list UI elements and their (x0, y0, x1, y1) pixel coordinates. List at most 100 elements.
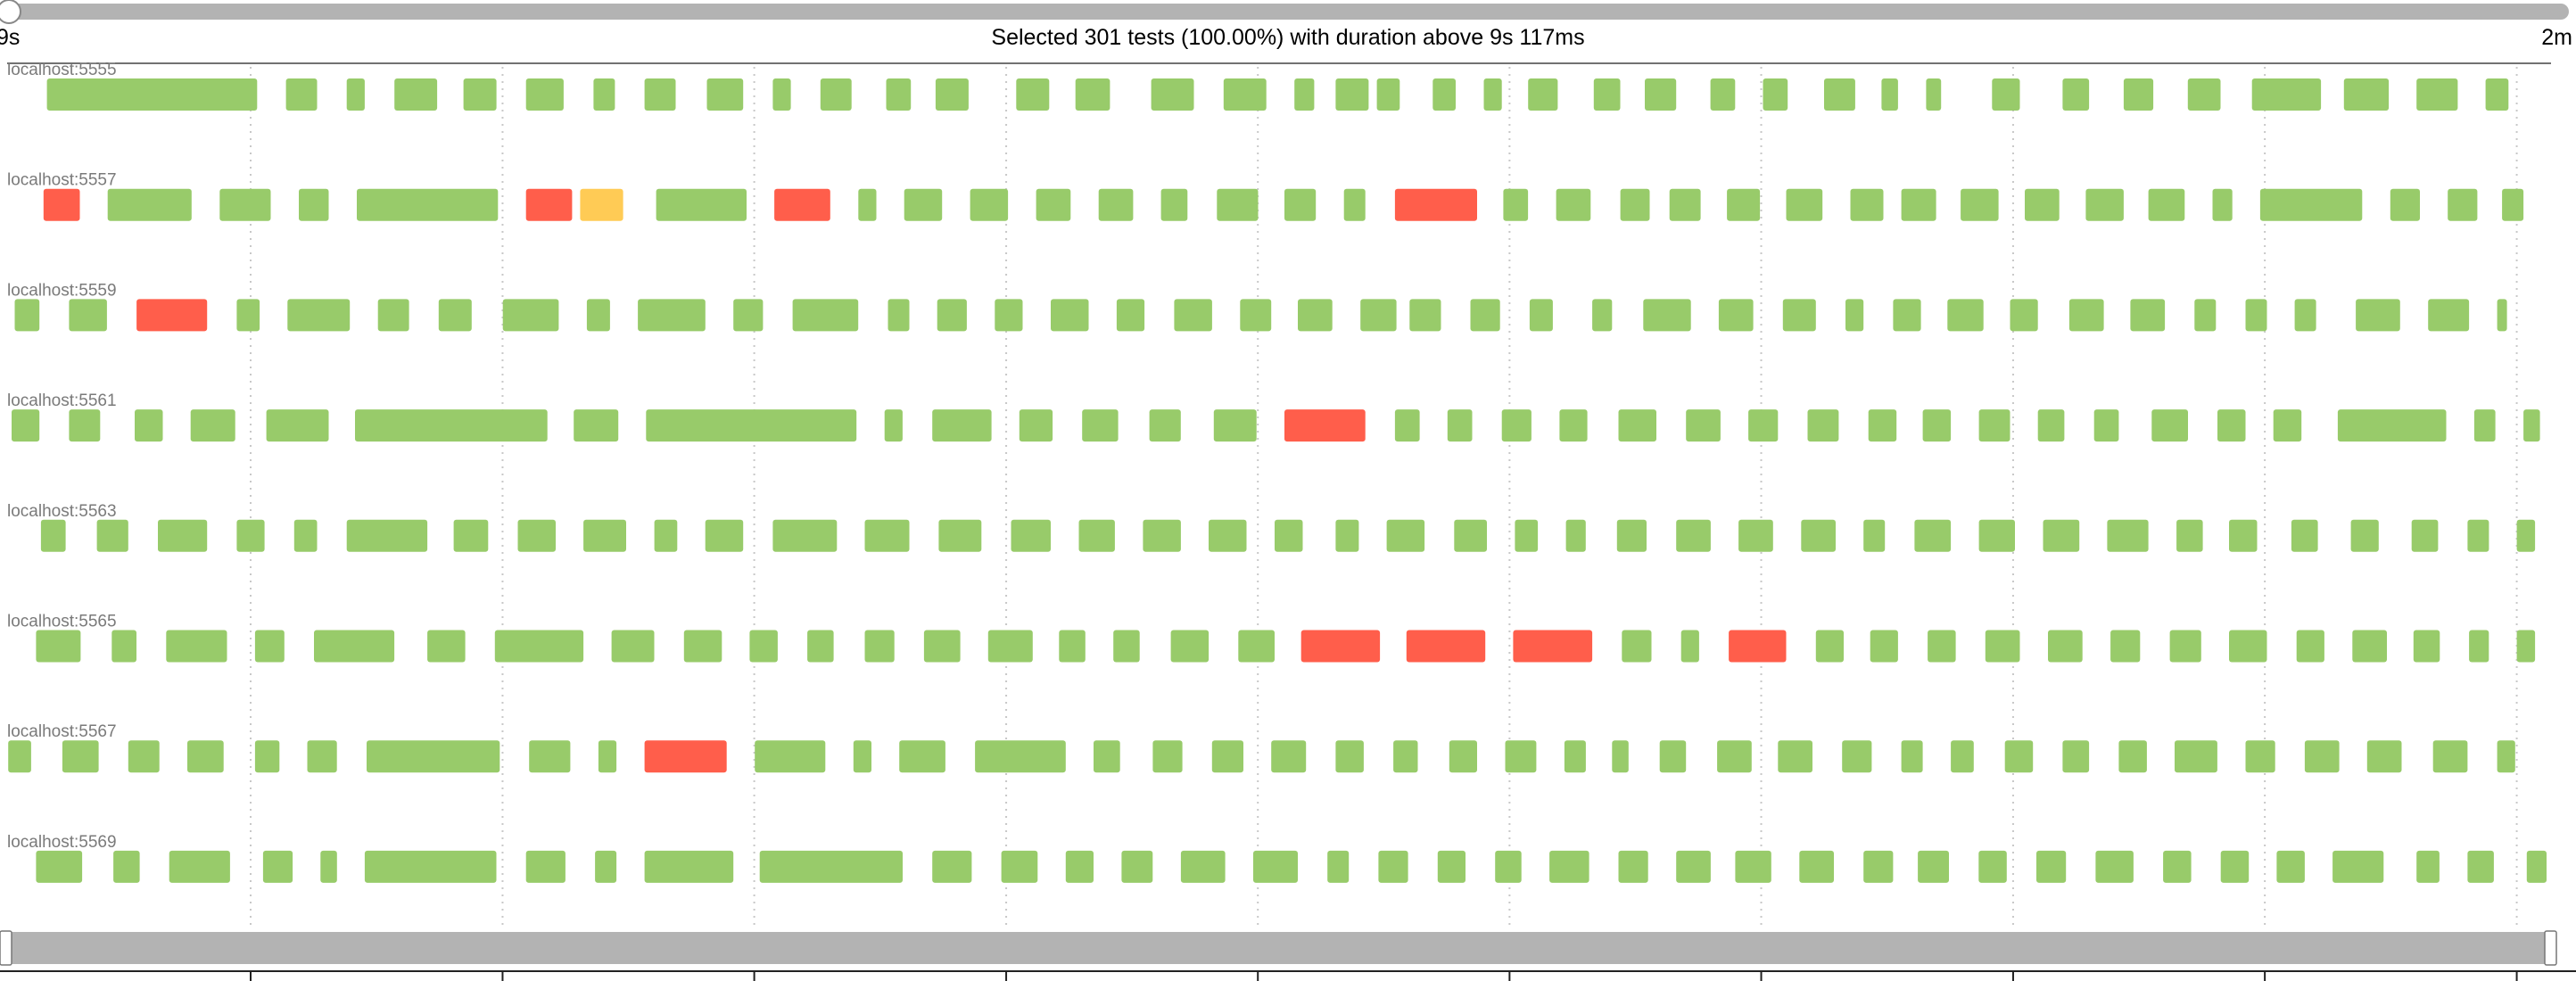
test-bar-pass[interactable] (1763, 78, 1788, 111)
test-bar-pass[interactable] (2251, 78, 2322, 111)
test-bar-pass[interactable] (219, 188, 271, 221)
test-bar-pass[interactable] (932, 850, 972, 883)
test-bar-pass[interactable] (759, 850, 903, 883)
test-bar-pass[interactable] (427, 630, 466, 663)
test-bar-pass[interactable] (1842, 740, 1872, 773)
test-bar-pass[interactable] (1001, 850, 1038, 883)
test-bar-pass[interactable] (1824, 78, 1855, 111)
test-bar-pass[interactable] (1121, 850, 1153, 883)
test-bar-pass[interactable] (2229, 630, 2267, 663)
test-bar-pass[interactable] (1643, 299, 1691, 332)
test-bar-pass[interactable] (8, 740, 31, 773)
test-bar-pass[interactable] (1483, 78, 1502, 111)
test-bar-pass[interactable] (1901, 188, 1936, 221)
test-bar-pass[interactable] (2448, 188, 2478, 221)
test-bar-pass[interactable] (1529, 299, 1553, 332)
test-bar-pass[interactable] (937, 299, 967, 332)
test-bar-pass[interactable] (2036, 850, 2067, 883)
test-bar-pass[interactable] (2118, 740, 2147, 773)
test-bar-pass[interactable] (394, 78, 438, 111)
test-bar-pass[interactable] (1863, 519, 1886, 552)
range-slider-track[interactable] (4, 932, 2551, 964)
test-bar-pass[interactable] (574, 409, 619, 442)
test-bar-pass[interactable] (1113, 630, 1140, 663)
test-bar-pass[interactable] (1211, 740, 1243, 773)
test-bar-pass[interactable] (644, 850, 734, 883)
test-bar-pass[interactable] (1078, 519, 1115, 552)
test-bar-pass[interactable] (1735, 850, 1771, 883)
test-bar-pass[interactable] (1447, 409, 1473, 442)
test-bar-fail[interactable] (774, 188, 830, 221)
test-bar-pass[interactable] (583, 519, 626, 552)
test-bar-pass[interactable] (1393, 740, 1418, 773)
test-bar-pass[interactable] (638, 299, 706, 332)
test-bar-pass[interactable] (1786, 188, 1823, 221)
test-bar-pass[interactable] (2004, 740, 2034, 773)
test-bar-pass[interactable] (236, 519, 265, 552)
test-bar-pass[interactable] (792, 299, 859, 332)
test-bar-pass[interactable] (1612, 740, 1629, 773)
test-bar-pass[interactable] (2229, 519, 2258, 552)
test-bar-pass[interactable] (2010, 299, 2038, 332)
test-bar-pass[interactable] (1016, 78, 1050, 111)
test-bar-pass[interactable] (1778, 740, 1812, 773)
test-bar-pass[interactable] (128, 740, 160, 773)
test-bar-pass[interactable] (254, 630, 285, 663)
test-bar-warn[interactable] (580, 188, 623, 221)
test-bar-pass[interactable] (1717, 740, 1752, 773)
duration-slider-thumb[interactable] (0, 0, 21, 24)
test-bar-pass[interactable] (166, 630, 227, 663)
test-bar-pass[interactable] (2296, 630, 2324, 663)
test-bar-pass[interactable] (1680, 630, 1699, 663)
test-bar-pass[interactable] (1676, 519, 1711, 552)
test-bar-pass[interactable] (2411, 519, 2439, 552)
test-bar-pass[interactable] (1151, 78, 1194, 111)
test-bar-pass[interactable] (1271, 740, 1307, 773)
test-bar-pass[interactable] (1505, 740, 1537, 773)
test-bar-pass[interactable] (1501, 409, 1532, 442)
test-bar-pass[interactable] (494, 630, 584, 663)
test-bar-pass[interactable] (1209, 519, 1247, 552)
test-bar-pass[interactable] (899, 740, 945, 773)
test-bar-pass[interactable] (975, 740, 1066, 773)
test-bar-pass[interactable] (2416, 78, 2458, 111)
test-bar-pass[interactable] (864, 630, 895, 663)
test-bar-pass[interactable] (1676, 850, 1711, 883)
test-bar-pass[interactable] (1335, 78, 1369, 111)
test-bar-pass[interactable] (96, 519, 128, 552)
test-bar-pass[interactable] (1360, 299, 1397, 332)
test-bar-fail[interactable] (1300, 630, 1381, 663)
test-bar-pass[interactable] (1928, 630, 1956, 663)
test-bar-pass[interactable] (2151, 409, 2188, 442)
test-bar-pass[interactable] (463, 78, 497, 111)
test-bar-pass[interactable] (2176, 519, 2203, 552)
test-bar-pass[interactable] (62, 740, 99, 773)
test-bar-pass[interactable] (1094, 740, 1120, 773)
test-bar-pass[interactable] (1437, 850, 1466, 883)
test-bar-pass[interactable] (772, 519, 838, 552)
test-bar-pass[interactable] (1213, 409, 1257, 442)
test-bar-pass[interactable] (1011, 519, 1052, 552)
test-bar-pass[interactable] (705, 519, 744, 552)
test-bar-pass[interactable] (1870, 630, 1898, 663)
test-bar-pass[interactable] (595, 850, 617, 883)
test-bar-pass[interactable] (1868, 409, 1897, 442)
test-bar-pass[interactable] (884, 409, 903, 442)
test-bar-pass[interactable] (820, 78, 852, 111)
test-bar-pass[interactable] (1918, 850, 1949, 883)
test-bar-pass[interactable] (1592, 299, 1613, 332)
test-bar-fail[interactable] (1394, 188, 1477, 221)
test-bar-pass[interactable] (529, 740, 571, 773)
test-bar-pass[interactable] (2085, 188, 2124, 221)
test-bar-pass[interactable] (2352, 630, 2387, 663)
test-bar-pass[interactable] (1669, 188, 1701, 221)
test-bar-pass[interactable] (654, 519, 678, 552)
test-bar-pass[interactable] (357, 188, 499, 221)
test-bar-pass[interactable] (1454, 519, 1487, 552)
test-bar-pass[interactable] (1432, 78, 1456, 111)
test-bar-pass[interactable] (1116, 299, 1145, 332)
test-bar-pass[interactable] (1238, 630, 1275, 663)
test-bar-pass[interactable] (2123, 78, 2154, 111)
test-bar-pass[interactable] (2169, 630, 2201, 663)
test-bar-pass[interactable] (1386, 519, 1425, 552)
